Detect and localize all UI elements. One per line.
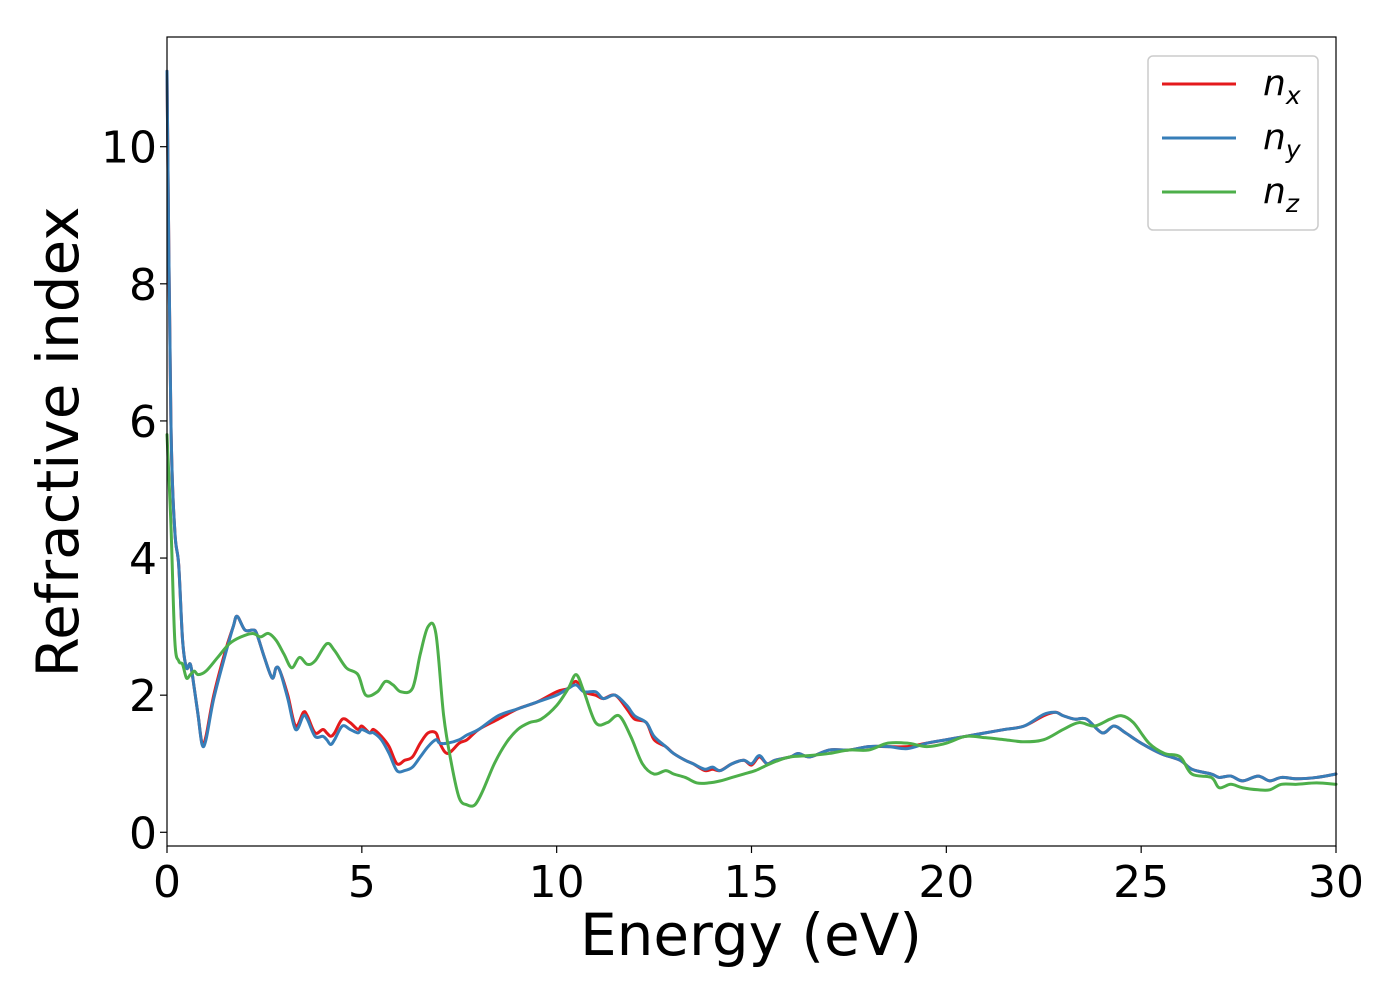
y-axis-ticks: 0 2 4 6 8 10 xyxy=(101,123,167,859)
legend-label-z: nz xyxy=(1263,171,1300,218)
legend-label-x: nx xyxy=(1263,63,1301,110)
x-tick-label: 30 xyxy=(1308,857,1364,908)
series-line-y xyxy=(165,69,1338,783)
x-tick-label: 20 xyxy=(918,857,974,908)
y-tick-label: 4 xyxy=(129,534,157,585)
series-layer xyxy=(165,69,1338,808)
y-tick-label: 0 xyxy=(129,808,157,859)
y-tick-label: 8 xyxy=(129,260,157,311)
x-tick-label: 25 xyxy=(1113,857,1169,908)
x-tick-label: 15 xyxy=(724,857,780,908)
y-axis-title: Refractive index xyxy=(24,206,92,677)
y-tick-label: 10 xyxy=(101,123,157,174)
y-tick-label: 2 xyxy=(129,671,157,722)
x-tick-label: 10 xyxy=(529,857,585,908)
x-axis-ticks: 0 5 10 15 20 25 30 xyxy=(153,846,1364,908)
x-tick-label: 0 xyxy=(153,857,181,908)
x-tick-label: 5 xyxy=(348,857,376,908)
y-tick-label: 6 xyxy=(129,397,157,448)
legend: nx ny nz xyxy=(1147,55,1319,231)
series-line-z xyxy=(165,433,1338,808)
legend-label-y: ny xyxy=(1263,117,1302,164)
x-axis-title: Energy (eV) xyxy=(580,901,922,969)
legend-box xyxy=(1147,55,1319,231)
